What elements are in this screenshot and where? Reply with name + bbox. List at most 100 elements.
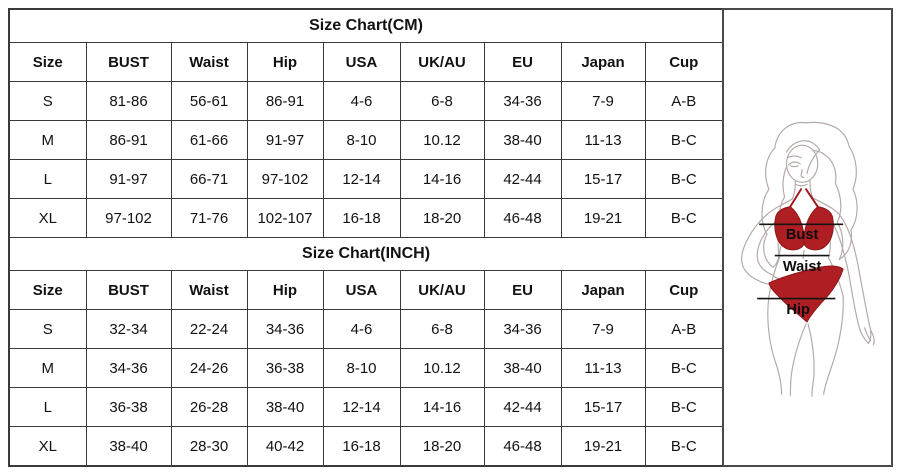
face-outline [785,144,819,183]
table-row: S 81-86 56-61 86-91 4-6 6-8 34-36 7-9 A-B [8,81,724,121]
hip-label: Hip [786,302,810,318]
section-title: Size Chart(CM) [8,8,724,43]
table-cell: 4-6 [322,309,401,349]
table-cell: 10.12 [399,348,485,388]
table-cell: 81-86 [85,81,172,121]
table-cell: 38-40 [246,387,324,427]
column-header: Japan [560,42,646,82]
table-cell: 18-20 [399,426,485,467]
table-cell: 34-36 [85,348,172,388]
table-cell: B-C [644,348,724,388]
table-cell: 46-48 [483,198,562,238]
table-cell: 38-40 [483,120,562,160]
table-row: XL 97-102 71-76 102-107 16-18 18-20 46-48 19-21… [8,198,724,238]
column-header: Japan [560,270,646,310]
table-cell: A-B [644,309,724,349]
size-cell: S [8,309,87,349]
table-cell: 28-30 [170,426,248,467]
table-cell: 36-38 [246,348,324,388]
table-cell: 8-10 [322,348,401,388]
table-cell: 26-28 [170,387,248,427]
table-cell: 40-42 [246,426,324,467]
table-cell: 91-97 [85,159,172,199]
column-header: Hip [246,42,324,82]
size-cell: L [8,387,87,427]
column-header: Size [8,270,87,310]
table-cell: 16-18 [322,426,401,467]
nose [800,169,805,179]
legs-outline [767,295,844,397]
column-header: BUST [85,270,172,310]
table-cell: 66-71 [170,159,248,199]
table-cell: 86-91 [85,120,172,160]
table-cell: 22-24 [170,309,248,349]
table-cell: 11-13 [560,348,646,388]
column-header: UK/AU [399,270,485,310]
table-cell: 46-48 [483,426,562,467]
table-cell: 6-8 [399,81,485,121]
table-cell: 18-20 [399,198,485,238]
column-header: Waist [170,42,248,82]
column-header: Cup [644,42,724,82]
table-row: M 86-91 61-66 91-97 8-10 10.12 38-40 11-13 B-C [8,120,724,160]
table-cell: 102-107 [246,198,324,238]
column-header: Size [8,42,87,82]
table-cell: 14-16 [399,387,485,427]
table-cell: 16-18 [322,198,401,238]
hair-bang [785,140,821,175]
table-cell: 34-36 [246,309,324,349]
table-cell: 6-8 [399,309,485,349]
table-cell: 12-14 [322,159,401,199]
column-header: BUST [85,42,172,82]
left-arm [740,213,786,287]
table-cell: 34-36 [483,81,562,121]
waist-label: Waist [783,259,822,275]
column-header: Cup [644,270,724,310]
size-table-body: Size Chart(CM) Size BUST Waist Hip USA UK/AU EU… [8,8,724,467]
section-title: Size Chart(INCH) [8,237,724,271]
table-row: L 91-97 66-71 97-102 12-14 14-16 42-44 15-17 B-C [8,159,724,199]
table-cell: 11-13 [560,120,646,160]
size-cell: M [8,348,87,388]
table-cell: 71-76 [170,198,248,238]
column-header: Waist [170,270,248,310]
table-cell: 15-17 [560,387,646,427]
table-cell: 97-102 [85,198,172,238]
table-cell: 56-61 [170,81,248,121]
table-cell: 24-26 [170,348,248,388]
table-cell: A-B [644,81,724,121]
bust-label: Bust [786,227,819,243]
table-cell: 42-44 [483,159,562,199]
table-cell: 38-40 [85,426,172,467]
section-title-row: Size Chart(INCH) [8,237,724,271]
table-cell: 19-21 [560,198,646,238]
table-cell: 7-9 [560,309,646,349]
column-header: UK/AU [399,42,485,82]
size-cell: XL [8,426,87,467]
table-cell: 14-16 [399,159,485,199]
table-cell: 91-97 [246,120,324,160]
column-header-row: Size BUST Waist Hip USA UK/AU EU Japan Cup [8,42,724,82]
table-cell: 8-10 [322,120,401,160]
table-cell: 36-38 [85,387,172,427]
eye [787,161,801,168]
bikini-top-right-cup [803,206,834,251]
table-cell: B-C [644,159,724,199]
neck-lines [791,179,814,200]
table-cell: 19-21 [560,426,646,467]
table-cell: 97-102 [246,159,324,199]
size-cell: S [8,81,87,121]
eyebrow [786,155,802,159]
size-cell: M [8,120,87,160]
table-cell: 4-6 [322,81,401,121]
table-cell: B-C [644,198,724,238]
column-header: USA [322,270,401,310]
navel-line [802,250,805,260]
column-header: EU [483,270,562,310]
table-cell: B-C [644,120,724,160]
table-row: XL 38-40 28-30 40-42 16-18 18-20 46-48 19-21 B-C [8,426,724,467]
column-header-row: Size BUST Waist Hip USA UK/AU EU Japan Cup [8,270,724,310]
table-row: S 32-34 22-24 34-36 4-6 6-8 34-36 7-9 A-B [8,309,724,349]
table-cell: 12-14 [322,387,401,427]
